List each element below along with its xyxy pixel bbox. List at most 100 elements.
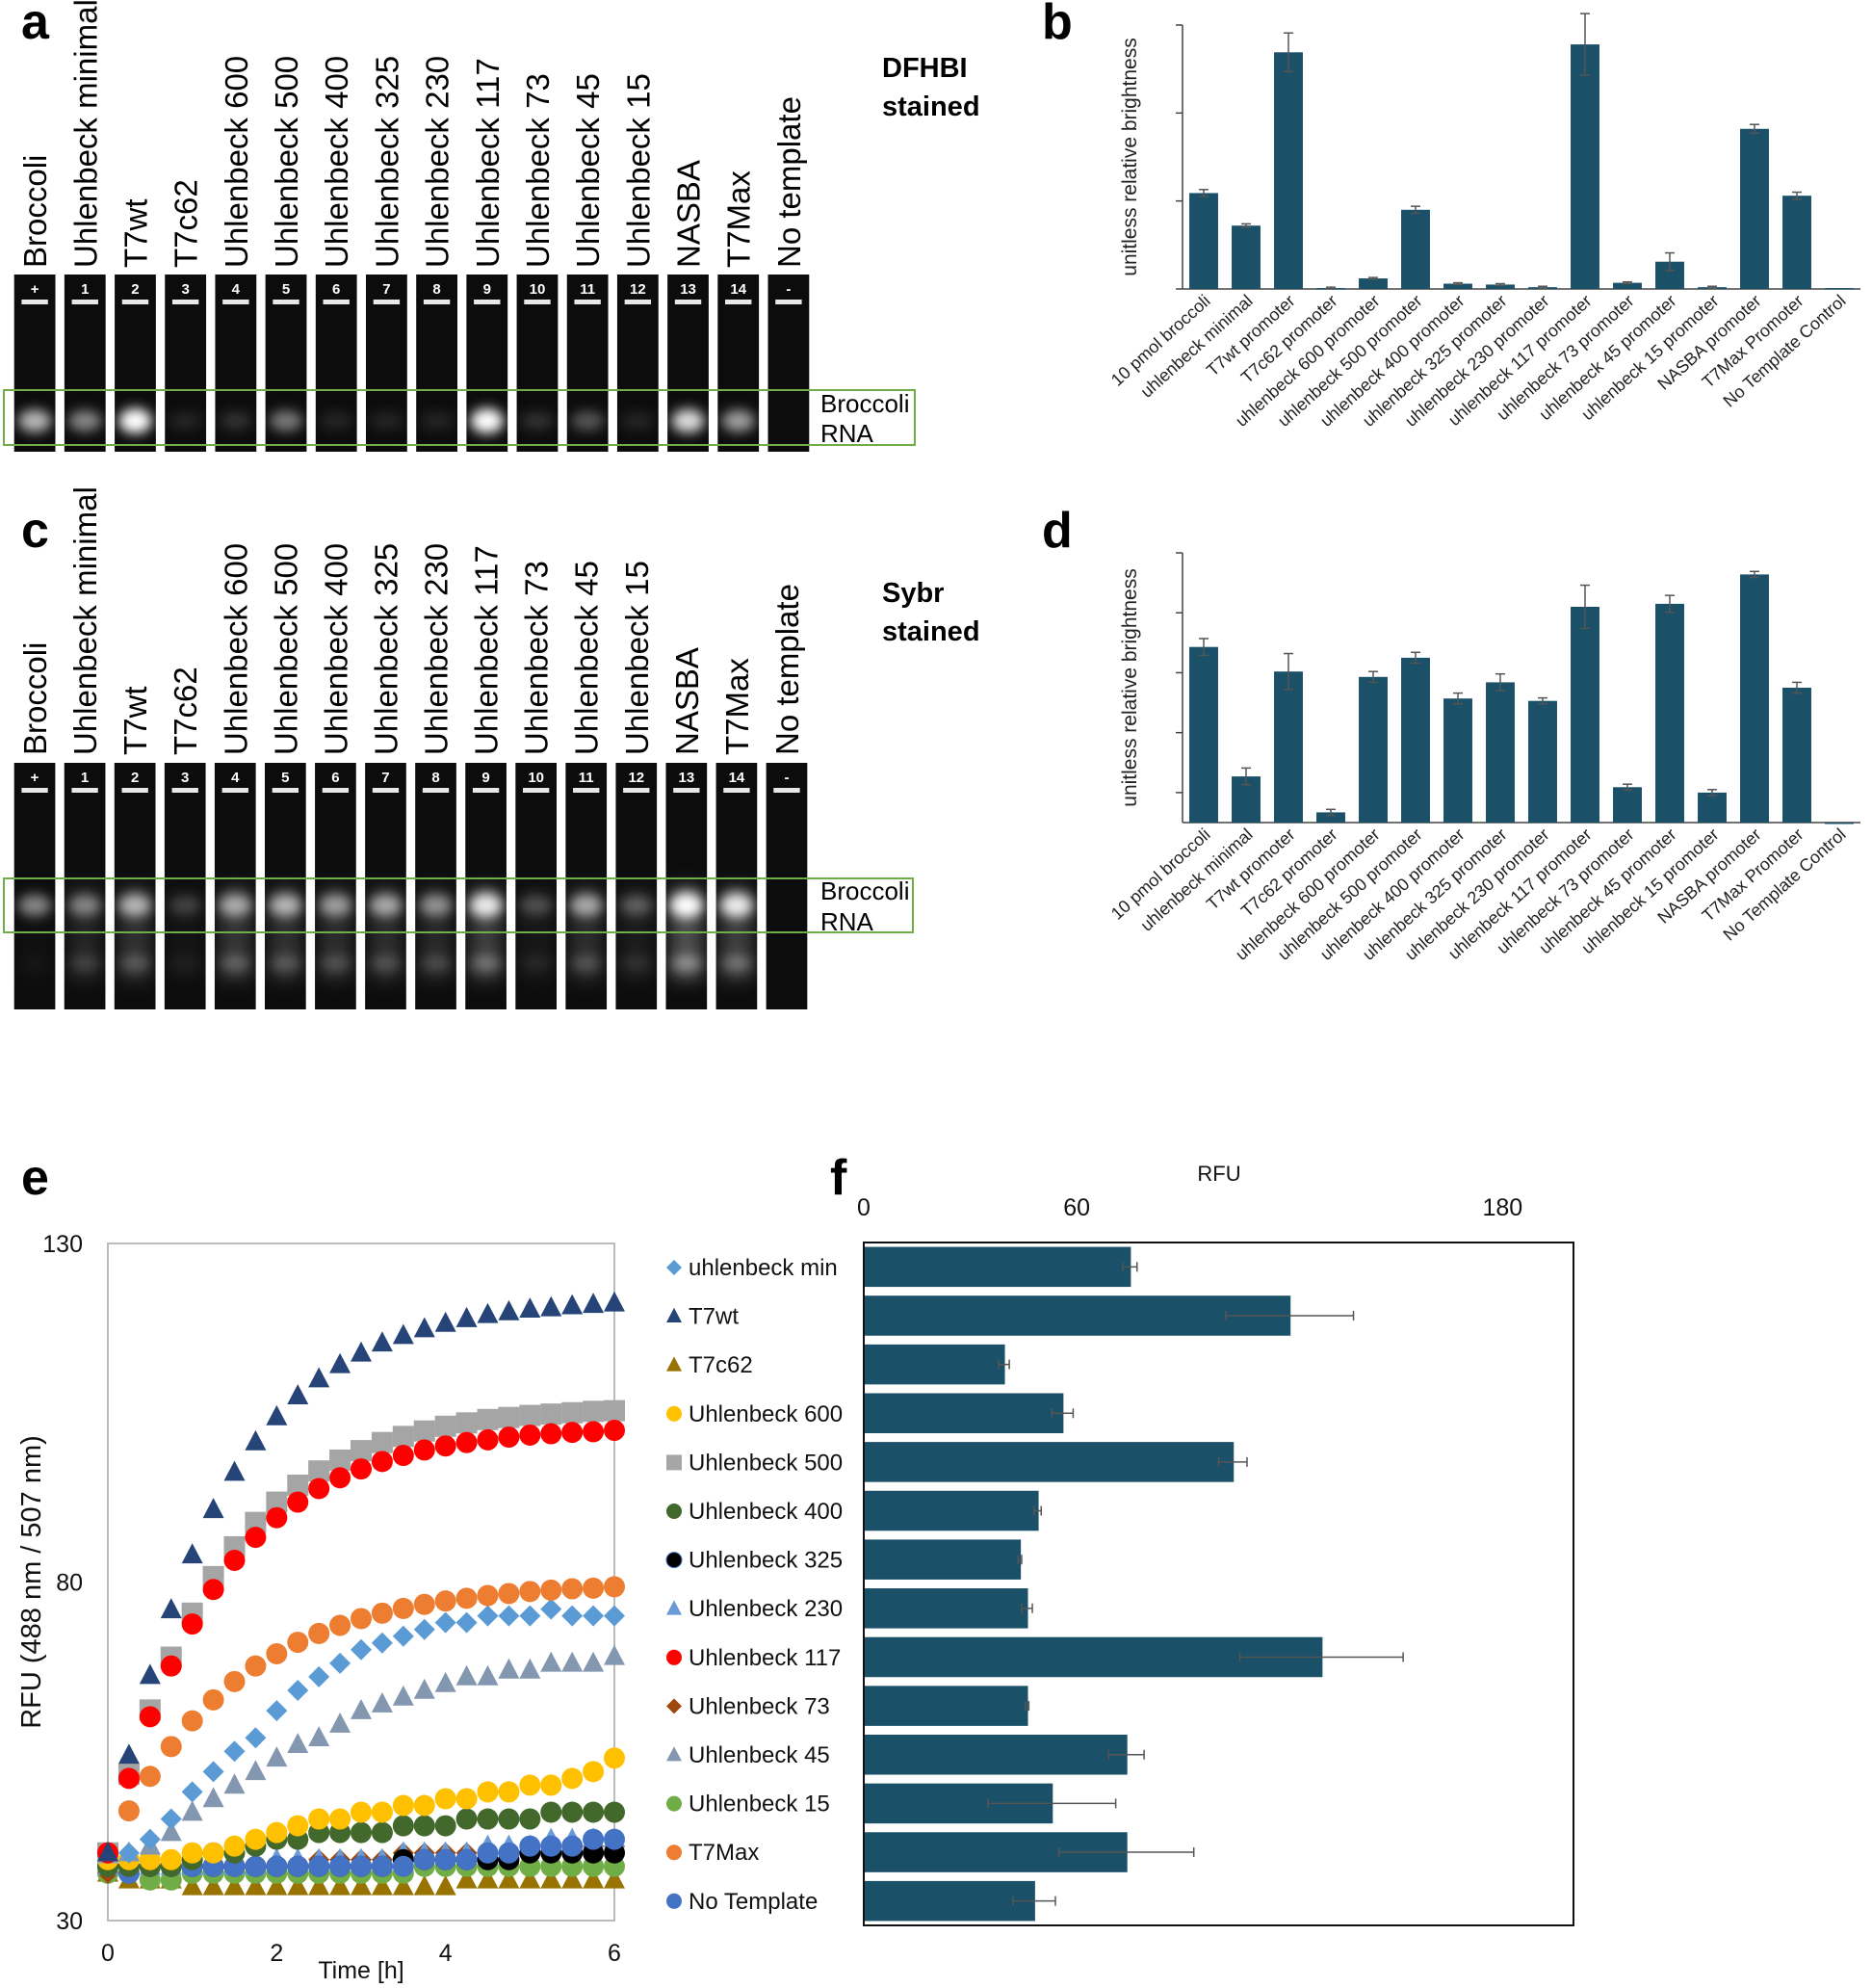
data-point xyxy=(351,1608,372,1630)
data-point xyxy=(266,1855,288,1877)
gel-well xyxy=(71,300,98,304)
data-point xyxy=(604,1576,625,1598)
data-point xyxy=(413,1678,435,1699)
bar xyxy=(1401,657,1430,823)
x-tick-label: 6 xyxy=(608,1940,621,1967)
x-tick-label: 0 xyxy=(101,1940,115,1967)
gel-lower-band xyxy=(118,955,151,971)
data-point xyxy=(245,1527,267,1549)
lane-label: Uhlenbeck 45 xyxy=(569,561,605,755)
data-point xyxy=(266,1506,288,1529)
data-point xyxy=(498,1426,520,1449)
scatter-chart-e: 30 80 130 0 2 4 6 Time [h] RFU (488 nm / 507 nm)… xyxy=(16,1231,843,1984)
data-point xyxy=(371,1632,393,1654)
lane-label: No template xyxy=(769,584,805,755)
lane-label: NASBA xyxy=(669,647,705,755)
lane-label: Uhlenbeck 500 xyxy=(269,56,304,268)
lane-number: - xyxy=(786,281,791,298)
gel-well xyxy=(21,788,48,793)
data-point xyxy=(434,1815,456,1837)
data-point xyxy=(266,1491,288,1513)
lane-label: Uhlenbeck 15 xyxy=(620,73,656,268)
y-tick-label: 130 xyxy=(42,1231,83,1258)
lane-label: Uhlenbeck minimal xyxy=(67,486,103,755)
gel-band xyxy=(469,893,503,918)
data-point xyxy=(455,1848,478,1870)
data-point xyxy=(266,1404,288,1426)
legend-marker xyxy=(666,1893,682,1909)
x-tick-label: 60 xyxy=(1063,1194,1090,1221)
data-point xyxy=(583,1293,605,1314)
gel-well xyxy=(624,300,652,304)
data-point xyxy=(392,1445,414,1467)
gel-well xyxy=(524,300,551,304)
data-point xyxy=(287,1679,309,1701)
data-point xyxy=(604,1747,625,1769)
lane-label: Uhlenbeck 45 xyxy=(570,73,606,268)
data-point xyxy=(223,1773,246,1794)
gel-lower-band xyxy=(420,955,452,971)
data-point xyxy=(181,1842,203,1864)
legend-label: Uhlenbeck 73 xyxy=(689,1693,830,1719)
data-point xyxy=(561,1294,584,1315)
data-point xyxy=(392,1874,414,1896)
data-point xyxy=(371,1821,393,1844)
data-point xyxy=(245,1655,267,1677)
lane-number: 7 xyxy=(382,281,390,298)
data-point xyxy=(455,1664,478,1686)
gel-band xyxy=(569,894,603,917)
bar xyxy=(865,1880,1035,1922)
data-point xyxy=(477,1868,499,1889)
data-point xyxy=(561,1401,584,1424)
data-point xyxy=(540,1801,562,1823)
gel-well xyxy=(373,300,401,304)
gel-well xyxy=(674,300,702,304)
bar xyxy=(1189,646,1218,823)
data-point xyxy=(202,1874,224,1896)
data-point xyxy=(413,1874,435,1896)
bar xyxy=(1443,283,1472,289)
plot-area xyxy=(863,1242,1574,1926)
series-uhlenbeck-117 xyxy=(97,1420,625,1864)
gel-well xyxy=(574,300,601,304)
data-point xyxy=(329,1614,351,1636)
lane-number: 12 xyxy=(628,770,644,786)
bar xyxy=(1486,682,1515,823)
lane-number: 2 xyxy=(131,770,139,786)
bar xyxy=(1825,288,1854,290)
bar xyxy=(1571,607,1599,823)
data-point xyxy=(371,1691,393,1713)
gel-band xyxy=(669,893,703,918)
gel-band xyxy=(621,411,655,431)
data-point xyxy=(245,1855,267,1877)
legend-marker xyxy=(666,1405,682,1422)
gel-band xyxy=(519,896,553,915)
gel-well xyxy=(723,788,750,793)
gel-panel-c: Broccoli + Uhlenbeck minimal 1 T7wt 2 T7c62 3 Uh… xyxy=(3,486,980,1009)
bar xyxy=(1698,792,1727,823)
data-point xyxy=(540,1598,562,1620)
lane-number: 14 xyxy=(729,770,745,786)
lane-label: T7c62 xyxy=(168,667,203,755)
data-point xyxy=(308,1622,330,1644)
data-point xyxy=(392,1426,414,1448)
data-point xyxy=(160,1848,182,1870)
bar xyxy=(1782,196,1811,289)
data-point xyxy=(287,1384,309,1404)
bar xyxy=(1571,44,1599,289)
lane-number: 7 xyxy=(381,770,389,786)
band-label: RNA xyxy=(820,419,874,448)
data-point xyxy=(117,1743,140,1765)
gel-lower-band xyxy=(720,955,753,971)
data-point xyxy=(519,1835,541,1857)
data-point xyxy=(223,1460,246,1481)
data-point xyxy=(117,1800,140,1822)
stain-label: Sybr xyxy=(882,578,944,609)
lane-label: Uhlenbeck 325 xyxy=(369,56,404,268)
data-point xyxy=(583,1651,605,1672)
data-point xyxy=(434,1848,456,1870)
bar xyxy=(865,1588,1028,1629)
x-axis-label: RFU xyxy=(1197,1162,1240,1186)
data-point xyxy=(287,1632,309,1654)
stain-label: stained xyxy=(882,92,980,122)
